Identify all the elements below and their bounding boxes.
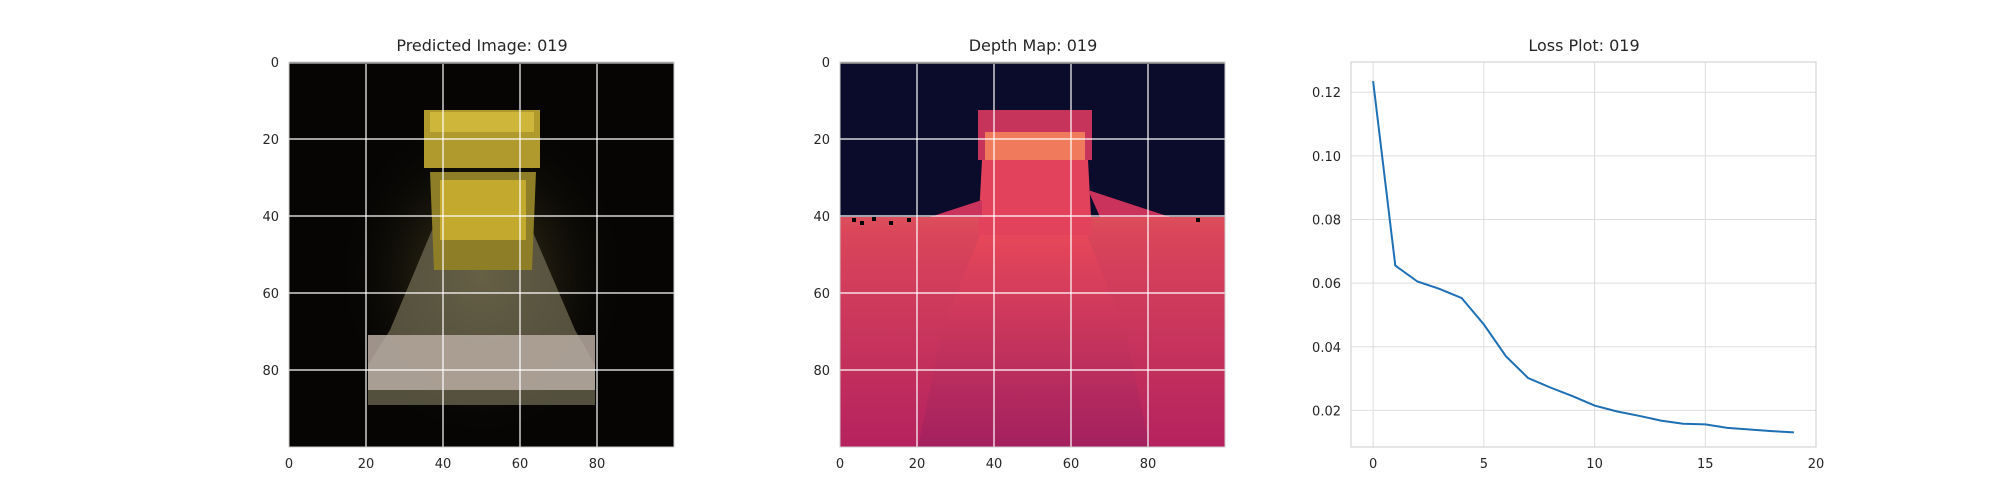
predicted-image-cap-top (430, 112, 534, 132)
depth-map-object-body (918, 230, 1150, 447)
depth-map-ytick-label: 80 (813, 364, 830, 379)
predicted-image-ytick-label: 0 (271, 56, 279, 71)
predicted-image-ytick-label: 80 (262, 364, 279, 379)
loss-ytick-label: 0.02 (1312, 404, 1341, 419)
predicted-image-xtick-label: 40 (435, 457, 452, 472)
predicted-image-heatmap (289, 62, 674, 447)
loss-xtick-label: 20 (1808, 457, 1825, 472)
depth-map-xtick-label: 60 (1063, 457, 1080, 472)
predicted-image-xtick-label: 0 (285, 457, 293, 472)
depth-map-speck (860, 221, 864, 225)
loss-line (1372, 80, 1794, 434)
predicted-image-ytick-label: 20 (262, 133, 279, 148)
depth-map-xtick-label: 0 (836, 457, 844, 472)
loss-ytick-label: 0.04 (1312, 341, 1341, 356)
predicted-image-base-band (368, 335, 595, 390)
loss-plot-frame (1350, 61, 1817, 448)
predicted-image-xtick-label: 80 (589, 457, 606, 472)
image-panel-overlays: 0 20 40 60 80 0 20 40 60 80 0 20 40 60 80 0 20 40 60 80 (262, 56, 1226, 472)
depth-map-object-neck (978, 160, 1092, 235)
loss-plot-area (1351, 62, 1816, 447)
depth-map-ytick-label: 40 (813, 210, 830, 225)
loss-xtick-label: 10 (1586, 457, 1603, 472)
depth-map-object-spread-right (1088, 190, 1170, 217)
predicted-image-xtick-label: 20 (358, 457, 375, 472)
loss-ytick-label: 0.06 (1312, 277, 1341, 292)
depth-map-speck (1196, 218, 1200, 222)
loss-xtick-label: 15 (1697, 457, 1714, 472)
depth-map-xtick-label: 80 (1140, 457, 1157, 472)
depth-map-speck (852, 218, 856, 222)
depth-map-object-spread-left (930, 200, 982, 217)
loss-xtick-label: 0 (1369, 457, 1377, 472)
predicted-image-neck-highlight (440, 180, 526, 240)
depth-map-object-cap-top (985, 132, 1085, 160)
depth-map-speck (872, 217, 876, 221)
predicted-image-title: Predicted Image: 019 (396, 36, 567, 55)
predicted-image-ytick-label: 60 (262, 287, 279, 302)
depth-map-ytick-label: 20 (813, 133, 830, 148)
loss-xtick-label: 5 (1480, 457, 1488, 472)
loss-tick-labels: 0 5 10 15 20 0.02 0.04 0.06 0.08 0.10 0.12 (1312, 86, 1824, 472)
depth-map-xtick-label: 40 (986, 457, 1003, 472)
loss-plot-title: Loss Plot: 019 (1528, 36, 1639, 55)
loss-ytick-label: 0.12 (1312, 86, 1341, 101)
loss-ytick-label: 0.08 (1312, 214, 1341, 229)
depth-map-title: Depth Map: 019 (969, 36, 1098, 55)
depth-map-panel: Depth Map: 019 (840, 36, 1225, 447)
loss-ytick-label: 0.10 (1312, 150, 1341, 165)
loss-points (1373, 80, 1794, 433)
depth-map-xtick-label: 20 (909, 457, 926, 472)
loss-plot-panel: Loss Plot: 019 0 5 10 15 200.020.040.060.080… (1312, 36, 1824, 472)
predicted-image-xtick-label: 60 (512, 457, 529, 472)
predicted-image-panel: Predicted Image: 019 (289, 36, 674, 447)
depth-map-ytick-label: 0 (822, 56, 830, 71)
predicted-image-frame (288, 61, 675, 448)
depth-map-speck (907, 218, 911, 222)
depth-map-heatmap (840, 62, 1225, 447)
depth-map-speck (889, 221, 893, 225)
depth-map-frame (839, 61, 1226, 448)
depth-map-ytick-label: 60 (813, 287, 830, 302)
predicted-image-ytick-label: 40 (262, 210, 279, 225)
